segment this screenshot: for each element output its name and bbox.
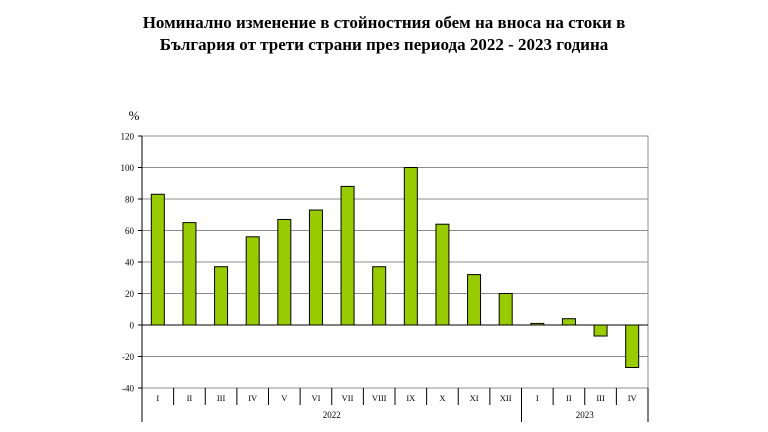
group-label: 2023 xyxy=(576,410,595,420)
y-tick-label: 120 xyxy=(121,132,135,142)
y-tick-label: 80 xyxy=(125,195,135,205)
group-labels: 2022 2023 xyxy=(323,410,595,420)
chart-title: Номинално изменение в стойностния обем н… xyxy=(0,12,768,56)
x-tick-label: XII xyxy=(500,393,512,403)
bar xyxy=(308,209,323,326)
bar xyxy=(561,318,576,326)
y-tick-label: 0 xyxy=(130,321,135,331)
x-tick-label: X xyxy=(439,393,445,403)
bar xyxy=(403,167,418,326)
y-tick-label: -40 xyxy=(122,384,134,394)
bar xyxy=(277,218,292,326)
bar xyxy=(435,223,450,326)
bar xyxy=(150,193,165,326)
bar xyxy=(372,266,387,326)
y-tick-label: 20 xyxy=(125,289,135,299)
bar xyxy=(214,266,229,326)
group-label: 2022 xyxy=(323,410,341,420)
y-tick-labels: -40 -20 0 20 40 60 80 100 120 xyxy=(121,132,135,394)
y-axis-label: % xyxy=(129,108,140,123)
bar xyxy=(593,324,608,337)
x-tick-label: II xyxy=(566,393,572,403)
x-tick-labels: I II III IV V VI VII VIII IX X XI XII I II III IV xyxy=(156,393,637,403)
y-tick-label: 60 xyxy=(125,226,135,236)
x-tick-label: VII xyxy=(342,393,354,403)
x-tick-label: IX xyxy=(406,393,415,403)
x-tick-label: III xyxy=(596,393,605,403)
bar xyxy=(245,236,260,326)
y-tick-label: -20 xyxy=(122,352,134,362)
x-tick-label: V xyxy=(281,393,288,403)
bar xyxy=(182,222,197,326)
y-tick-label: 100 xyxy=(121,163,135,173)
bar xyxy=(340,185,355,326)
x-tick-label: IV xyxy=(248,393,258,403)
x-tick-label: IV xyxy=(628,393,638,403)
bars xyxy=(150,167,640,369)
bar xyxy=(498,293,513,326)
bar xyxy=(467,274,482,326)
x-tick-label: I xyxy=(536,393,539,403)
x-tick-label: VIII xyxy=(372,393,387,403)
x-tick-label: III xyxy=(217,393,226,403)
grid-lines xyxy=(141,135,649,389)
axes xyxy=(138,135,649,422)
chart-title-line-2: България от трети страни през периода 20… xyxy=(159,35,609,54)
chart-title-line-1: Номинално изменение в стойностния обем н… xyxy=(142,13,626,32)
x-tick-label: VI xyxy=(311,393,320,403)
bar xyxy=(625,324,640,369)
x-tick-label: II xyxy=(187,393,193,403)
x-tick-label: I xyxy=(156,393,159,403)
x-tick-label: XI xyxy=(470,393,479,403)
y-tick-label: 40 xyxy=(125,258,135,268)
